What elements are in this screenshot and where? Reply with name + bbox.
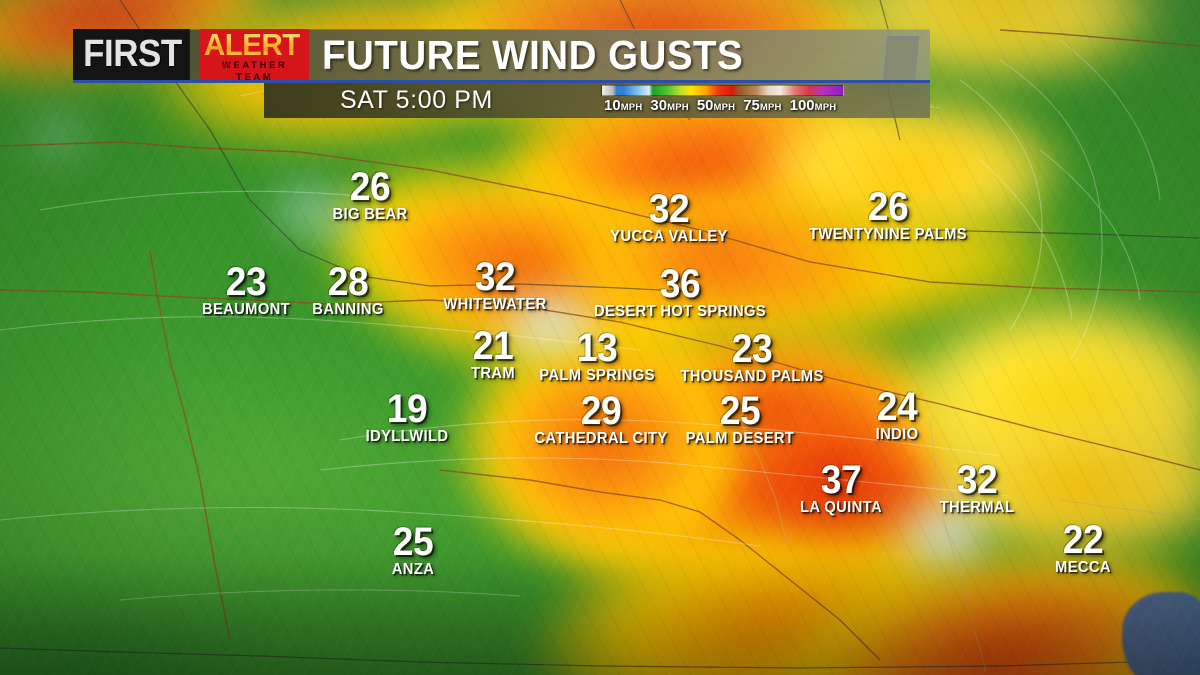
station-label: 28 BANNING xyxy=(310,260,385,318)
station-label: 22 MECCA xyxy=(1054,518,1113,576)
station-label: 26 BIG BEAR xyxy=(331,165,410,223)
station-label: 13 PALM SPRINGS xyxy=(536,326,658,384)
legend-tick-labels: 10MPH 30MPH 50MPH 75MPH 100MPH xyxy=(601,97,844,117)
logo-alert-block: ALERT WEATHER TEAM xyxy=(200,27,310,83)
station-name: BANNING xyxy=(312,301,384,318)
station-name: LA QUINTA xyxy=(800,499,882,516)
station-name: PALM SPRINGS xyxy=(539,367,655,384)
station-name: INDIO xyxy=(875,426,919,443)
station-gust-value: 29 xyxy=(580,389,622,433)
logo-alert-text: ALERT xyxy=(204,27,301,62)
legend-color-bar xyxy=(601,85,844,96)
station-name: TRAM xyxy=(470,365,516,382)
station-name: MECCA xyxy=(1055,559,1111,576)
first-alert-logo: FIRST ALERT WEATHER TEAM xyxy=(73,28,310,83)
station-gust-value: 28 xyxy=(327,260,369,304)
station-name: THERMAL xyxy=(939,499,1015,516)
salton-sea-water xyxy=(1122,592,1200,675)
station-gust-value: 24 xyxy=(876,385,918,429)
station-label: 25 PALM DESERT xyxy=(683,389,797,447)
station-gust-value: 37 xyxy=(820,458,862,502)
station-label: 29 CATHEDRAL CITY xyxy=(531,389,671,447)
logo-first-text: FIRST xyxy=(73,29,191,80)
station-gust-value: 25 xyxy=(392,520,434,564)
station-gust-value: 19 xyxy=(386,387,428,431)
station-name: BEAUMONT xyxy=(201,301,291,318)
station-gust-value: 21 xyxy=(472,324,514,368)
logo-weather-team-text: WEATHER TEAM xyxy=(221,60,288,83)
station-label: 32 THERMAL xyxy=(938,458,1017,516)
station-name: DESERT HOT SPRINGS xyxy=(593,303,767,320)
legend-tick: 75MPH xyxy=(743,97,782,114)
station-gust-value: 22 xyxy=(1062,518,1104,562)
station-label: 23 THOUSAND PALMS xyxy=(677,327,828,385)
station-gust-value: 23 xyxy=(225,260,267,304)
station-gust-value: 36 xyxy=(659,262,701,306)
station-name: PALM DESERT xyxy=(685,430,795,447)
station-gust-value: 26 xyxy=(349,165,391,209)
station-label: 32 WHITEWATER xyxy=(441,255,550,313)
legend-tick: 10MPH xyxy=(604,97,643,114)
station-gust-value: 32 xyxy=(648,187,690,231)
legend-tick: 50MPH xyxy=(696,97,736,114)
station-label: 24 INDIO xyxy=(874,385,919,443)
station-gust-value: 32 xyxy=(474,255,516,299)
station-gust-value: 25 xyxy=(719,389,761,433)
page-title-text: FUTURE WIND GUSTS xyxy=(322,31,744,78)
station-name: YUCCA VALLEY xyxy=(610,228,728,245)
title-bar: FIRST ALERT WEATHER TEAM FUTURE WIND GUS… xyxy=(73,28,930,83)
wind-speed-legend: 10MPH 30MPH 50MPH 75MPH 100MPH xyxy=(601,85,844,116)
station-gust-value: 13 xyxy=(576,326,618,370)
station-label: 36 DESERT HOT SPRINGS xyxy=(589,262,770,320)
station-gust-value: 23 xyxy=(731,327,773,371)
station-name: THOUSAND PALMS xyxy=(680,368,824,385)
station-name: BIG BEAR xyxy=(332,206,408,223)
station-label: 23 BEAUMONT xyxy=(200,260,293,318)
legend-tick: 100MPH xyxy=(789,97,837,114)
station-name: WHITEWATER xyxy=(443,296,547,313)
station-label: 21 TRAM xyxy=(470,324,516,382)
station-label: 26 TWENTYNINE PALMS xyxy=(805,185,971,243)
legend-tick: 30MPH xyxy=(650,97,689,114)
station-label: 37 LA QUINTA xyxy=(798,458,884,516)
forecast-timestamp: SAT 5:00 PM xyxy=(340,86,493,114)
station-gust-value: 32 xyxy=(956,458,998,502)
station-gust-value: 26 xyxy=(867,185,909,229)
station-label: 32 YUCCA VALLEY xyxy=(607,187,731,245)
station-name: IDYLLWILD xyxy=(365,428,449,445)
station-name: ANZA xyxy=(391,561,435,578)
station-name: TWENTYNINE PALMS xyxy=(809,226,967,243)
page-title: FUTURE WIND GUSTS xyxy=(300,29,930,80)
station-label: 25 ANZA xyxy=(391,520,436,578)
station-label: 19 IDYLLWILD xyxy=(363,387,450,445)
station-name: CATHEDRAL CITY xyxy=(534,430,668,447)
